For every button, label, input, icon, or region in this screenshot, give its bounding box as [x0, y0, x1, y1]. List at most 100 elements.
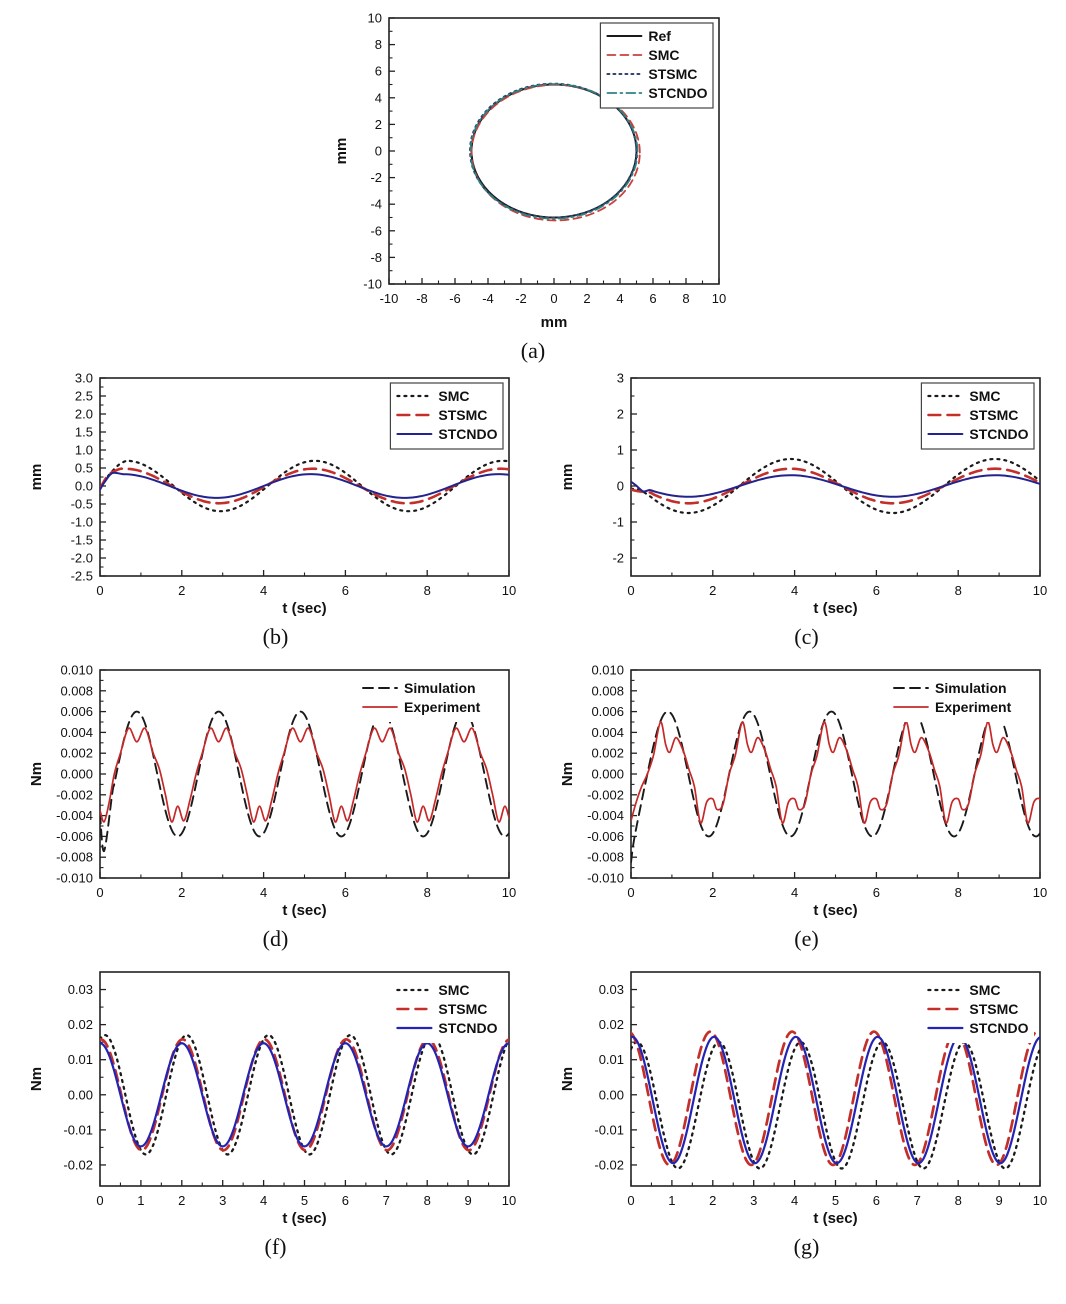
svg-text:1: 1 — [617, 443, 624, 458]
svg-text:-1.5: -1.5 — [71, 533, 93, 548]
svg-text:0: 0 — [375, 144, 382, 159]
chart-d-cell: 0 2 4 6 8 10 -0.010 -0.008 -0.006 -0.004 -0.002 0.0… — [28, 662, 523, 954]
svg-text:0.010: 0.010 — [60, 663, 93, 678]
svg-text:-0.02: -0.02 — [594, 1157, 624, 1172]
svg-text:8: 8 — [424, 1193, 431, 1208]
svg-text:4: 4 — [375, 90, 382, 105]
svg-text:4: 4 — [791, 885, 798, 900]
svg-text:0: 0 — [96, 885, 103, 900]
svg-text:5: 5 — [832, 1193, 839, 1208]
caption-g: (g) — [793, 1234, 820, 1259]
svg-text:Experiment: Experiment — [935, 699, 1012, 715]
svg-text:-0.02: -0.02 — [63, 1157, 93, 1172]
svg-text:0.0: 0.0 — [75, 479, 93, 494]
svg-text:2: 2 — [709, 885, 716, 900]
svg-text:2: 2 — [178, 885, 185, 900]
chart-d: 0 2 4 6 8 10 -0.010 -0.008 -0.006 -0.004 -0.002 0.0… — [28, 662, 523, 924]
svg-text:-2.0: -2.0 — [71, 551, 93, 566]
svg-text:4: 4 — [260, 583, 267, 598]
svg-text:0: 0 — [627, 885, 634, 900]
chart-grid: 0 2 4 6 8 10 -2.5 -2.0 -1.5 -1.0 -0.5 0.0 0.5 1.0 1.5 2… — [0, 370, 1066, 1262]
svg-text:-0.004: -0.004 — [587, 808, 624, 823]
svg-text:2: 2 — [178, 1193, 185, 1208]
svg-text:10: 10 — [502, 885, 516, 900]
svg-text:0.00: 0.00 — [68, 1087, 93, 1102]
svg-text:-0.002: -0.002 — [587, 787, 624, 802]
svg-text:8: 8 — [424, 885, 431, 900]
svg-text:9: 9 — [464, 1193, 471, 1208]
svg-text:0.008: 0.008 — [60, 683, 93, 698]
svg-text:SMC: SMC — [438, 388, 469, 404]
svg-text:0.03: 0.03 — [599, 982, 624, 997]
svg-text:-0.010: -0.010 — [56, 871, 93, 886]
svg-text:4: 4 — [260, 1193, 267, 1208]
svg-text:-6: -6 — [449, 291, 461, 306]
svg-text:0.002: 0.002 — [591, 746, 624, 761]
svg-text:0.004: 0.004 — [60, 725, 93, 740]
svg-text:0.006: 0.006 — [60, 704, 93, 719]
caption-a: (a) — [520, 338, 546, 363]
svg-text:8: 8 — [424, 583, 431, 598]
svg-text:8: 8 — [682, 291, 689, 306]
svg-text:-4: -4 — [482, 291, 494, 306]
svg-text:SMC: SMC — [438, 982, 469, 998]
svg-text:-0.008: -0.008 — [56, 850, 93, 865]
svg-text:4: 4 — [260, 885, 267, 900]
svg-text:2: 2 — [709, 583, 716, 598]
svg-text:0: 0 — [96, 583, 103, 598]
svg-text:4: 4 — [791, 583, 798, 598]
svg-text:10: 10 — [502, 1193, 516, 1208]
svg-text:STCNDO: STCNDO — [438, 1020, 497, 1036]
svg-text:Ref: Ref — [648, 28, 671, 44]
svg-text:t (sec): t (sec) — [813, 600, 857, 617]
svg-text:6: 6 — [873, 885, 880, 900]
caption-e: (e) — [794, 926, 819, 951]
svg-text:0.010: 0.010 — [591, 663, 624, 678]
svg-text:10: 10 — [502, 583, 516, 598]
svg-text:4: 4 — [791, 1193, 798, 1208]
svg-text:Nm: Nm — [559, 762, 576, 786]
svg-text:-0.004: -0.004 — [56, 808, 93, 823]
svg-text:0.004: 0.004 — [591, 725, 624, 740]
svg-text:0.000: 0.000 — [591, 767, 624, 782]
svg-text:10: 10 — [1033, 885, 1047, 900]
svg-text:-2: -2 — [370, 170, 382, 185]
svg-text:STCNDO: STCNDO — [969, 1020, 1028, 1036]
svg-text:5: 5 — [301, 1193, 308, 1208]
svg-text:1: 1 — [668, 1193, 675, 1208]
chart-f: 0 1 2 3 4 5 6 7 8 9 10 -0.02 -0.01 0.00 0.01 0.02 0.03 t … — [28, 964, 523, 1232]
svg-text:-4: -4 — [370, 197, 382, 212]
svg-text:1.0: 1.0 — [75, 443, 93, 458]
svg-text:0: 0 — [627, 583, 634, 598]
svg-text:0.02: 0.02 — [68, 1017, 93, 1032]
svg-text:8: 8 — [955, 583, 962, 598]
svg-text:0.00: 0.00 — [599, 1087, 624, 1102]
chart-g-cell: 0 1 2 3 4 5 6 7 8 9 10 -0.02 -0.01 0.00 0.01 0.02 0.03 t … — [559, 964, 1054, 1262]
svg-text:Nm: Nm — [28, 1067, 45, 1091]
svg-text:STCNDO: STCNDO — [438, 426, 497, 442]
svg-text:-1: -1 — [612, 515, 624, 530]
svg-text:0.03: 0.03 — [68, 982, 93, 997]
svg-text:Experiment: Experiment — [404, 699, 481, 715]
svg-text:SMC: SMC — [969, 388, 1000, 404]
svg-text:SMC: SMC — [969, 982, 1000, 998]
svg-text:4: 4 — [616, 291, 623, 306]
svg-text:0: 0 — [96, 1193, 103, 1208]
svg-text:3: 3 — [617, 371, 624, 386]
chart-c-cell: 0 2 4 6 8 10 -2 -1 0 1 2 3 t (sec) mm SMC STSMC STCNDO (… — [559, 370, 1054, 652]
svg-text:-1.0: -1.0 — [71, 515, 93, 530]
svg-text:-6: -6 — [370, 223, 382, 238]
svg-text:6: 6 — [873, 583, 880, 598]
svg-text:6: 6 — [342, 1193, 349, 1208]
svg-text:0.006: 0.006 — [591, 704, 624, 719]
svg-text:SMC: SMC — [648, 47, 679, 63]
svg-text:Nm: Nm — [559, 1067, 576, 1091]
svg-text:3: 3 — [219, 1193, 226, 1208]
svg-text:0: 0 — [550, 291, 557, 306]
svg-text:2: 2 — [617, 407, 624, 422]
chart-e: 0 2 4 6 8 10 -0.010 -0.008 -0.006 -0.004 -0.002 0.0… — [559, 662, 1054, 924]
svg-text:0: 0 — [617, 479, 624, 494]
svg-text:Nm: Nm — [28, 762, 45, 786]
svg-text:10: 10 — [368, 11, 382, 26]
